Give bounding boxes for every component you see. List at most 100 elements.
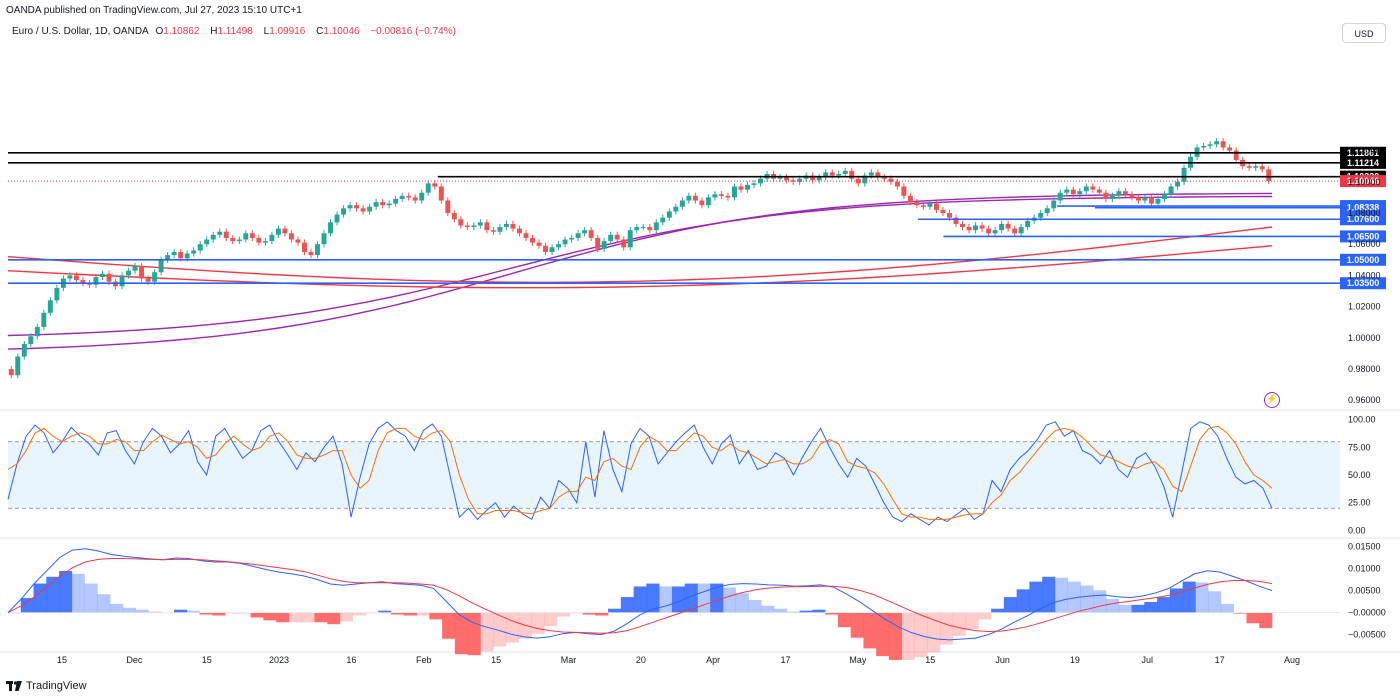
candle-down [1103, 192, 1109, 199]
high-value: 1.11498 [217, 26, 253, 37]
macd-histogram-bar [199, 612, 213, 615]
candle-down [960, 223, 965, 228]
macd-histogram-bar [250, 612, 264, 618]
candle-up [28, 336, 34, 345]
macd-histogram-bar [927, 612, 941, 653]
candle-up [823, 172, 829, 178]
macd-histogram-bar [1131, 604, 1145, 613]
candle-up [758, 178, 764, 184]
macd-histogram-bar [1106, 599, 1120, 613]
macd-histogram-bar [774, 608, 788, 613]
candle-up [582, 230, 588, 234]
price-tag-label: 1.11214 [1347, 158, 1379, 168]
lightning-icon[interactable]: ⚡ [1264, 392, 1280, 408]
macd-histogram-bar [697, 583, 711, 613]
candle-up [731, 186, 737, 198]
candle-down [523, 233, 529, 238]
price-tag [1340, 230, 1386, 243]
candle-up [67, 275, 73, 279]
macd-histogram-bar [940, 612, 954, 645]
candle-up [497, 227, 503, 232]
macd-histogram-bar [148, 611, 162, 613]
candle-up [634, 227, 640, 231]
candle-down [249, 233, 255, 238]
candle-up [34, 326, 40, 337]
macd-histogram-bar [722, 587, 737, 613]
macd-histogram-bar [1016, 589, 1030, 613]
footer-brand: TradingView [6, 680, 87, 692]
candle-down [614, 234, 620, 240]
candle-up [549, 247, 555, 252]
candle-up [1175, 181, 1181, 187]
macd-histogram-bar [480, 612, 494, 652]
candle-up [54, 287, 60, 301]
price-tag-label: 1.11861 [1347, 148, 1379, 158]
macd-axis-tick: 0.01000 [1348, 564, 1381, 574]
time-axis-tick: 15 [57, 655, 67, 665]
candle-down [484, 222, 490, 231]
candle-up [842, 170, 848, 174]
candle-down [73, 275, 79, 281]
candle-up [1214, 141, 1220, 145]
time-axis-tick: 17 [1215, 655, 1225, 665]
macd-histogram-bar [122, 607, 136, 613]
price-axis-tick: 1.12000 [1348, 146, 1381, 156]
candle-down [223, 231, 229, 238]
candle-down [451, 213, 457, 220]
candle-down [530, 237, 535, 243]
candle-down [458, 219, 464, 226]
candle-down [920, 205, 926, 207]
candle-up [21, 344, 27, 357]
candle-down [588, 230, 594, 238]
macd-histogram-bar [837, 612, 851, 628]
candle-up [1051, 200, 1057, 209]
candle-down [412, 197, 418, 201]
macd-histogram-bar [544, 612, 558, 627]
candle-up [275, 228, 281, 235]
candle-up [1207, 144, 1213, 146]
candle-down [907, 195, 913, 203]
macd-histogram-bar [173, 609, 188, 613]
stochastic-axis-tick: 50.00 [1348, 470, 1371, 480]
candle-up [204, 239, 210, 245]
candle-down [1233, 150, 1239, 160]
candle-down [1012, 228, 1018, 234]
price-tag [1340, 156, 1386, 169]
macd-histogram-bar [684, 583, 698, 613]
stochastic-axis-tick: 75.00 [1348, 442, 1371, 452]
macd-histogram-bar [799, 610, 813, 613]
price-tag-label: 1.07600 [1347, 214, 1380, 224]
macd-histogram-bar [84, 583, 98, 613]
price-tag-label: 1.08338 [1347, 203, 1380, 213]
macd-histogram-bar [914, 612, 928, 658]
stochastic-k-line [7, 421, 1273, 526]
candle-up [660, 217, 666, 223]
macd-histogram-bar [1259, 612, 1273, 629]
candle-up [321, 233, 327, 245]
candle-down [953, 217, 959, 224]
macd-histogram-bar [812, 609, 826, 613]
high-label: H [210, 26, 218, 37]
candle-down [490, 230, 496, 232]
candle-up [425, 183, 431, 193]
candle-up [393, 198, 399, 204]
macd-histogram-bar [888, 612, 903, 661]
macd-histogram-bar [416, 612, 430, 616]
macd-histogram-bar [978, 612, 992, 620]
macd-histogram-bar [608, 608, 622, 613]
macd-histogram-bar [1182, 581, 1196, 613]
macd-histogram-bar [46, 576, 60, 613]
close-value: 1.10046 [323, 26, 360, 37]
macd-histogram-bar [952, 612, 966, 636]
candle-up [191, 250, 197, 254]
candle-down [510, 223, 516, 229]
candle-down [1090, 186, 1096, 190]
macd-histogram-bar [1246, 612, 1260, 624]
macd-histogram-bar [1067, 581, 1081, 613]
macd-histogram-bar [225, 612, 239, 614]
candle-down [516, 228, 522, 234]
candle-up [608, 234, 614, 242]
candle-down [849, 170, 855, 179]
currency-button[interactable]: USD [1342, 23, 1386, 43]
